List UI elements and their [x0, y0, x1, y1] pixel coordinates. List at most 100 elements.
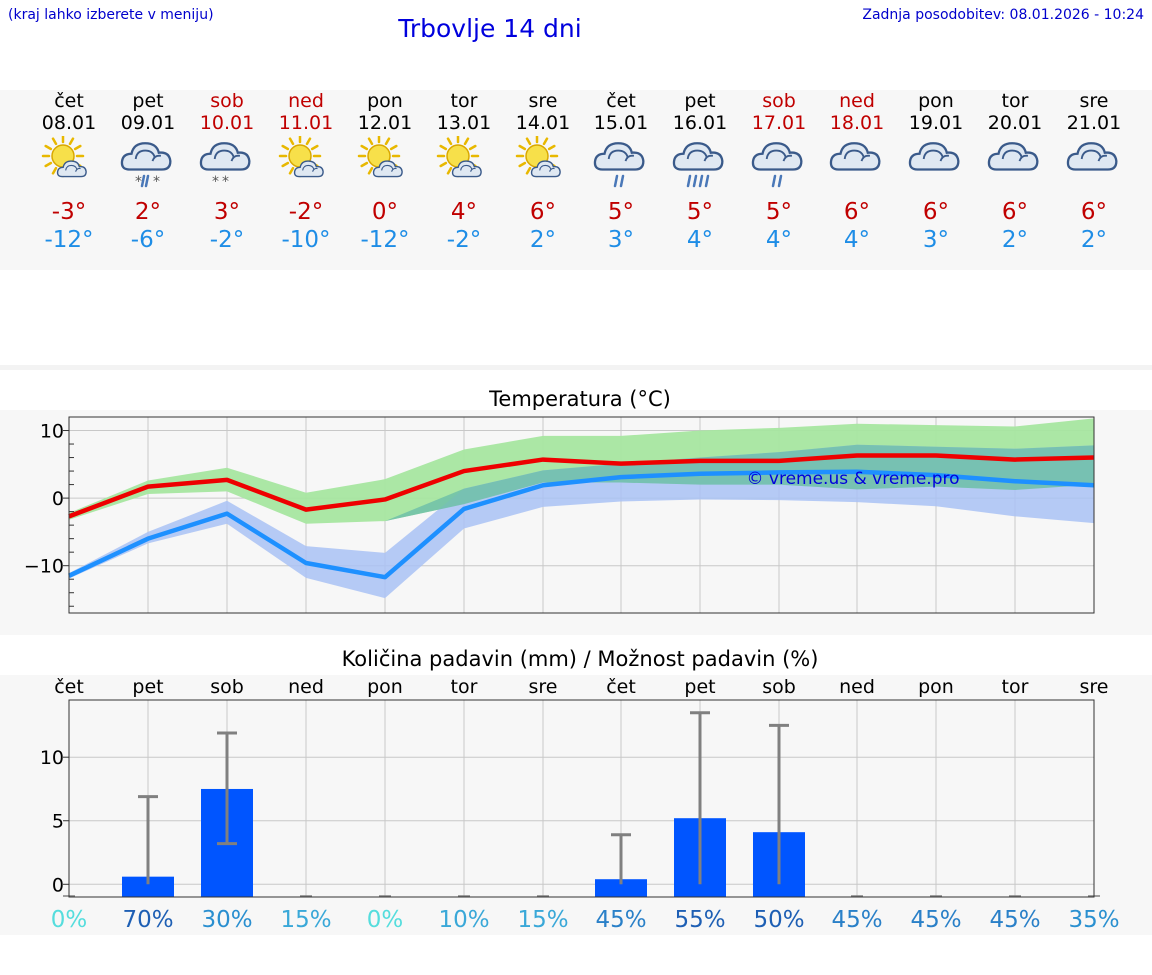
min-temperature: 4°	[843, 227, 871, 253]
day-column: pet 09.01 * * 2° -6°	[108, 90, 188, 254]
plot-frame	[68, 416, 1095, 614]
min-temperature: 4°	[765, 227, 793, 253]
cloud-rain-icon	[751, 142, 803, 188]
day-name: ned	[839, 90, 875, 112]
forecast-strip: čet 08.01 -3° -12° pet 09.01 * * 2° -6° sob 10.01 * *…	[0, 90, 1152, 270]
sun-cloud-icon	[266, 134, 346, 198]
precipitation-chart-title: Količina padavin (mm) / Možnost padavin …	[341, 647, 819, 671]
day-date: 14.01	[515, 112, 571, 134]
day-name: čet	[54, 90, 84, 112]
precipitation-probability: 45%	[831, 907, 882, 933]
min-temperature: 4°	[686, 227, 714, 253]
max-temperature: 6°	[922, 199, 950, 225]
category-label: ned	[839, 676, 875, 698]
day-column: pet 16.01 5° 4°	[660, 90, 740, 254]
cloud-rain-icon	[593, 142, 645, 188]
sun-cloud-icon	[29, 134, 109, 198]
day-column: sob 10.01 * * 3° -2°	[187, 90, 267, 254]
cloud-rain-icon	[581, 134, 661, 198]
max-temperature: -2°	[288, 199, 324, 225]
cloud-icon	[817, 134, 897, 198]
sun-cloud-icon	[41, 136, 87, 178]
temperature-chart-title: Temperatura (°C)	[489, 387, 671, 411]
precipitation-probability: 15%	[280, 907, 331, 933]
max-temperature: 6°	[529, 199, 557, 225]
min-temperature: 3°	[607, 227, 635, 253]
y-tick-label: 10	[40, 747, 64, 769]
cloud-snow-icon: * *	[199, 142, 251, 190]
cloud-heavy-rain-icon	[672, 142, 724, 188]
svg-text:*: *	[222, 174, 229, 190]
precipitation-probability: 55%	[674, 907, 725, 933]
temperature-plot: −10 0 10 © vreme.us & vreme.pro	[24, 416, 1095, 614]
page-title: Trbovlje 14 dni	[398, 14, 582, 43]
precipitation-probability: 0%	[367, 907, 404, 933]
max-temperature: 5°	[607, 199, 635, 225]
precipitation-probability: 30%	[201, 907, 252, 933]
max-temperature: 3°	[213, 199, 241, 225]
max-temperature: 5°	[686, 199, 714, 225]
day-column: ned 18.01 6° 4°	[817, 90, 897, 254]
sun-cloud-icon	[515, 136, 561, 178]
min-temperature: 2°	[1001, 227, 1029, 253]
precipitation-probability: 15%	[517, 907, 568, 933]
day-column: pon 19.01 6° 3°	[896, 90, 976, 254]
day-column: ned 11.01 -2° -10°	[266, 90, 346, 254]
category-label: pon	[918, 676, 954, 698]
day-name: sre	[1079, 90, 1109, 112]
sun-cloud-icon	[503, 134, 583, 198]
min-temperature: -10°	[281, 227, 331, 253]
day-date: 11.01	[278, 112, 334, 134]
svg-text:*: *	[153, 174, 160, 190]
day-column: čet 08.01 -3° -12°	[29, 90, 109, 254]
precipitation-probability: 50%	[753, 907, 804, 933]
precipitation-probability: 10%	[438, 907, 489, 933]
day-name: pon	[367, 90, 403, 112]
day-name: sre	[528, 90, 558, 112]
precipitation-plot: čet pet sob ned pon tor sre čet pet sob ned pon tor s…	[0, 675, 1152, 935]
max-temperature: 2°	[134, 199, 162, 225]
precipitation-probability: 35%	[1068, 907, 1119, 933]
day-date: 18.01	[829, 112, 885, 134]
cloud-snow-rain-icon: * *	[108, 134, 188, 198]
category-label: pet	[684, 676, 715, 698]
precipitation-probability: 0%	[51, 907, 88, 933]
svg-text:*: *	[135, 174, 142, 190]
category-label: sre	[529, 676, 558, 698]
precipitation-bar	[122, 876, 174, 897]
location-hint: (kraj lahko izberete v meniju)	[8, 7, 214, 23]
day-date: 10.01	[199, 112, 255, 134]
day-name: pet	[684, 90, 716, 112]
max-temperature: 6°	[1080, 199, 1108, 225]
day-name: pet	[132, 90, 164, 112]
category-label: sob	[762, 676, 796, 698]
day-date: 21.01	[1066, 112, 1122, 134]
cloud-icon	[975, 134, 1055, 198]
day-date: 15.01	[593, 112, 649, 134]
day-date: 12.01	[357, 112, 413, 134]
y-tick-label: 10	[40, 421, 64, 443]
category-label: sre	[1080, 676, 1109, 698]
day-date: 13.01	[436, 112, 492, 134]
day-date: 08.01	[41, 112, 97, 134]
y-tick-label: 0	[52, 488, 64, 510]
precipitation-probability: 45%	[595, 907, 646, 933]
max-temperature: 6°	[1001, 199, 1029, 225]
precipitation-bar	[595, 879, 647, 897]
category-label: ned	[288, 676, 324, 698]
category-label: tor	[1002, 676, 1029, 698]
day-column: tor 20.01 6° 2°	[975, 90, 1055, 254]
min-temperature: -2°	[446, 227, 482, 253]
sun-cloud-icon	[424, 134, 504, 198]
day-date: 19.01	[908, 112, 964, 134]
day-column: tor 13.01 4° -2°	[424, 90, 504, 254]
category-label: tor	[451, 676, 478, 698]
day-date: 16.01	[672, 112, 728, 134]
min-temperature: 2°	[1080, 227, 1108, 253]
category-label: pon	[367, 676, 403, 698]
last-updated: Zadnja posodobitev: 08.01.2026 - 10:24	[862, 7, 1144, 23]
watermark: © vreme.us & vreme.pro	[746, 469, 959, 489]
precipitation-probability: 45%	[989, 907, 1040, 933]
min-temperature: -12°	[44, 227, 94, 253]
